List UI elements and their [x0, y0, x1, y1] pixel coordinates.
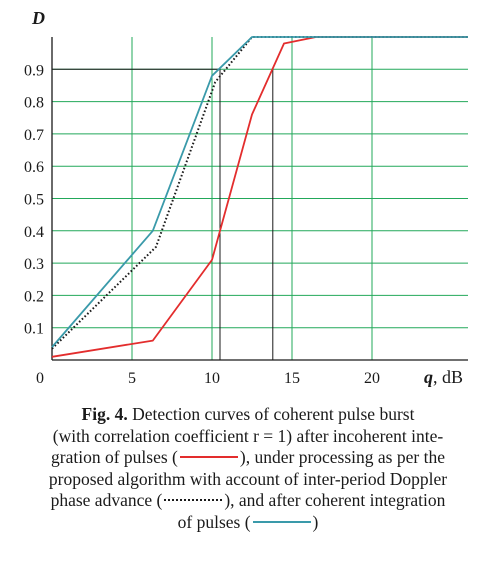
legend-red-line-icon — [179, 456, 238, 459]
x-tick-label: 15 — [284, 370, 300, 387]
caption-line-6b: ) — [312, 511, 319, 532]
x-axis-label: q, dB — [424, 367, 463, 387]
detection-curves-chart: 0.1 0.2 0.3 0.4 0.5 0.6 0.7 0.8 0.9 0 5 10 15 20 D q,… — [24, 8, 468, 387]
y-tick-label: 0.2 — [24, 288, 44, 305]
y-tick-label: 0.8 — [24, 95, 44, 112]
grid-lines — [52, 37, 468, 360]
tick-labels: 0.1 0.2 0.3 0.4 0.5 0.6 0.7 0.8 0.9 0 5 10 15 20 — [24, 62, 380, 387]
legend-dotted-line-icon — [164, 499, 223, 502]
legend-teal-line-icon — [252, 520, 311, 523]
y-tick-label: 0.7 — [24, 127, 44, 144]
series-curves — [51, 36, 468, 358]
caption-line-5b: ), and after coherent integration — [224, 490, 446, 510]
series-teal-line — [51, 36, 468, 348]
series-red-line — [51, 36, 468, 358]
y-tick-label: 0.9 — [24, 62, 44, 79]
y-axis-label: D — [31, 8, 45, 28]
caption-line-3a: gration of pulses ( — [51, 447, 178, 467]
y-tick-label: 0.4 — [24, 224, 44, 241]
caption-line-1: Detection curves of coherent pulse burst — [132, 404, 415, 424]
y-tick-label: 0.1 — [24, 321, 44, 338]
caption-line-6a: of pulses ( — [177, 511, 251, 532]
caption-line-5a: phase advance ( — [50, 490, 163, 510]
y-tick-label: 0.5 — [24, 192, 44, 209]
x-tick-label: 20 — [364, 370, 380, 387]
caption-line-2: (with correlation coefficient r = 1) aft… — [52, 425, 444, 446]
x-tick-label: 10 — [204, 370, 220, 387]
x-tick-label: 0 — [36, 370, 44, 387]
figure-caption: Fig. 4. Detection curves of coherent pul… — [8, 404, 488, 533]
x-tick-label: 5 — [128, 370, 136, 387]
y-tick-label: 0.3 — [24, 256, 44, 273]
caption-fig-label: Fig. 4. — [81, 404, 128, 424]
caption-line-3b: ), under processing as per the — [239, 447, 445, 467]
plot-frame — [51, 37, 468, 361]
series-dotted-line — [51, 36, 468, 350]
caption-line-4: proposed algorithm with account of inter… — [48, 468, 448, 489]
y-tick-label: 0.6 — [24, 159, 44, 176]
